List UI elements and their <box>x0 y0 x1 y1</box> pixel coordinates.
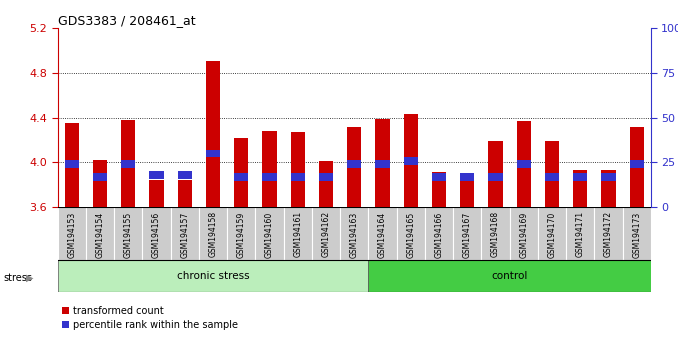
Text: GSM194171: GSM194171 <box>576 211 584 257</box>
Bar <box>432 173 446 181</box>
Bar <box>601 173 616 181</box>
Bar <box>93 173 107 181</box>
Text: GSM194165: GSM194165 <box>406 211 415 258</box>
Bar <box>573 170 587 207</box>
Bar <box>340 207 368 260</box>
Bar <box>206 149 220 158</box>
Bar <box>517 160 531 168</box>
Bar <box>262 173 277 181</box>
Bar <box>262 131 277 207</box>
Text: GSM194173: GSM194173 <box>633 211 641 258</box>
Text: ▶: ▶ <box>26 273 33 283</box>
Bar <box>283 207 312 260</box>
Text: GSM194159: GSM194159 <box>237 211 245 258</box>
Text: stress: stress <box>3 273 33 283</box>
Bar <box>234 173 248 181</box>
Bar <box>64 123 79 207</box>
Bar <box>545 173 559 181</box>
Text: GSM194158: GSM194158 <box>209 211 218 257</box>
Bar <box>397 207 425 260</box>
Bar <box>432 172 446 207</box>
Bar <box>93 160 107 207</box>
Text: GSM194155: GSM194155 <box>124 211 133 258</box>
Legend: transformed count, percentile rank within the sample: transformed count, percentile rank withi… <box>62 306 238 330</box>
Bar <box>291 173 305 181</box>
Text: GSM194156: GSM194156 <box>152 211 161 258</box>
Bar <box>58 260 368 292</box>
Bar <box>453 207 481 260</box>
Bar <box>460 173 475 181</box>
Text: GSM194168: GSM194168 <box>491 211 500 257</box>
Bar <box>319 161 333 207</box>
Bar <box>488 173 502 181</box>
Text: GSM194154: GSM194154 <box>96 211 104 258</box>
Bar <box>630 160 644 168</box>
Bar <box>595 207 622 260</box>
Bar <box>403 157 418 165</box>
Bar <box>347 127 361 207</box>
Bar <box>376 160 390 168</box>
Text: GSM194170: GSM194170 <box>548 211 557 258</box>
Bar <box>114 207 142 260</box>
Bar <box>376 119 390 207</box>
Bar <box>234 138 248 207</box>
Bar <box>291 132 305 207</box>
Bar <box>256 207 283 260</box>
Text: GSM194162: GSM194162 <box>321 211 330 257</box>
Bar <box>538 207 566 260</box>
Bar <box>178 171 192 179</box>
Bar <box>460 180 475 207</box>
Bar <box>319 173 333 181</box>
Text: GSM194164: GSM194164 <box>378 211 387 258</box>
Bar <box>425 207 453 260</box>
Bar <box>622 207 651 260</box>
Bar <box>545 141 559 207</box>
Bar <box>227 207 256 260</box>
Bar <box>86 207 114 260</box>
Bar <box>368 207 397 260</box>
Bar <box>601 170 616 207</box>
Bar <box>64 160 79 168</box>
Bar <box>149 180 163 207</box>
Bar <box>488 141 502 207</box>
Bar <box>312 207 340 260</box>
Bar <box>121 160 136 168</box>
Text: GSM194157: GSM194157 <box>180 211 189 258</box>
Bar <box>517 121 531 207</box>
Bar <box>481 207 510 260</box>
Bar <box>142 207 171 260</box>
Text: GSM194153: GSM194153 <box>67 211 76 258</box>
Text: control: control <box>492 271 527 281</box>
Text: GDS3383 / 208461_at: GDS3383 / 208461_at <box>58 14 195 27</box>
Text: GSM194167: GSM194167 <box>463 211 472 258</box>
Bar <box>149 171 163 179</box>
Bar <box>403 114 418 207</box>
Bar <box>510 207 538 260</box>
Text: GSM194161: GSM194161 <box>294 211 302 257</box>
Bar <box>58 207 86 260</box>
Bar <box>171 207 199 260</box>
Text: GSM194160: GSM194160 <box>265 211 274 258</box>
Text: GSM194163: GSM194163 <box>350 211 359 258</box>
Text: GSM194172: GSM194172 <box>604 211 613 257</box>
Bar <box>347 160 361 168</box>
Text: GSM194169: GSM194169 <box>519 211 528 258</box>
Bar <box>368 260 651 292</box>
Bar <box>206 61 220 207</box>
Bar <box>566 207 595 260</box>
Text: GSM194166: GSM194166 <box>435 211 443 258</box>
Bar <box>573 173 587 181</box>
Bar <box>121 120 136 207</box>
Bar <box>630 127 644 207</box>
Text: chronic stress: chronic stress <box>177 271 250 281</box>
Bar <box>199 207 227 260</box>
Bar <box>178 180 192 207</box>
